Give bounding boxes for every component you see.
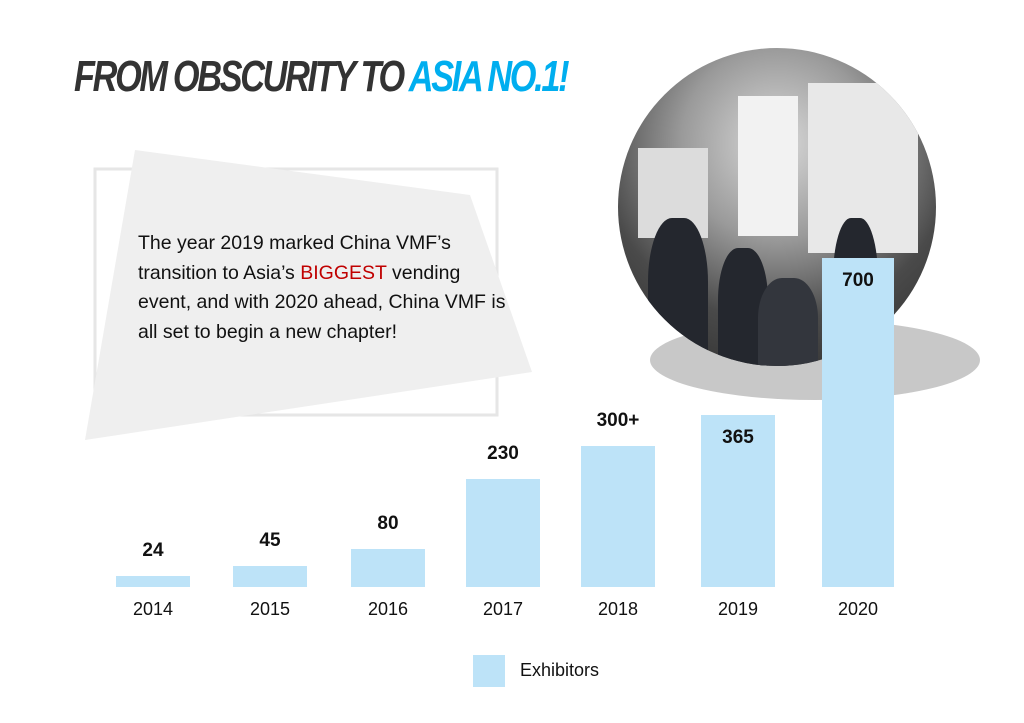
page-title: FROM OBSCURITY TO ASIA NO.1! xyxy=(74,52,570,102)
description-after: vending event, and with 2020 ahead, Chin… xyxy=(138,261,506,343)
text-backdrop xyxy=(85,150,532,440)
title-part-2: ASIA NO.1! xyxy=(408,52,570,101)
x-label-2018: 2018 xyxy=(597,599,639,619)
bar-2020 xyxy=(822,258,894,587)
bar-2014 xyxy=(116,575,190,587)
legend-swatch xyxy=(473,655,505,687)
data-label-2019: 365 xyxy=(722,427,754,449)
bar-2019 xyxy=(701,415,775,587)
x-label-2014: 2014 xyxy=(132,599,174,619)
person xyxy=(758,278,818,366)
bar-2016 xyxy=(351,549,425,587)
description-text: The year 2019 marked China VMF’s transit… xyxy=(138,229,518,347)
bar-2018 xyxy=(581,446,655,587)
data-label-2020: 700 xyxy=(842,270,874,291)
data-label-2014: 24 xyxy=(142,539,164,561)
bar-2017 xyxy=(466,478,540,587)
x-label-2019: 2019 xyxy=(717,599,759,619)
x-label-2020: 2020 xyxy=(837,599,879,619)
booth-sign xyxy=(738,96,798,236)
data-label-2015: 45 xyxy=(259,529,281,551)
x-label-2017: 2017 xyxy=(482,599,524,619)
description-highlight: BIGGEST xyxy=(300,261,387,284)
x-label-2016: 2016 xyxy=(367,599,409,619)
description-before: The year 2019 marked China VMF’s transit… xyxy=(138,232,451,284)
person xyxy=(648,218,708,366)
title-part-1: FROM OBSCURITY TO xyxy=(74,52,409,101)
x-label-2015: 2015 xyxy=(249,599,291,619)
data-label-2018: 300+ xyxy=(596,410,640,431)
data-label-2017: 230 xyxy=(487,442,519,464)
data-label-2016: 80 xyxy=(377,513,399,535)
legend-label: Exhibitors xyxy=(520,660,600,680)
bar-2015 xyxy=(233,565,307,587)
